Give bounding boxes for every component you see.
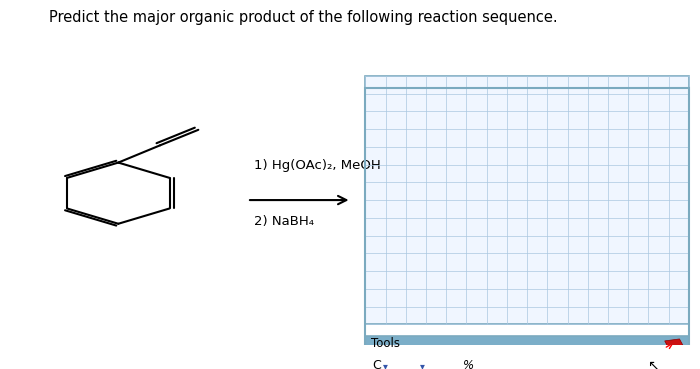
Bar bbox=[665, 339, 686, 354]
Bar bbox=[365, 336, 689, 355]
Bar bbox=[365, 88, 689, 369]
Text: C: C bbox=[372, 359, 381, 369]
Bar bbox=[365, 76, 689, 324]
Text: Predict the major organic product of the following reaction sequence.: Predict the major organic product of the… bbox=[49, 10, 557, 25]
Text: Tools: Tools bbox=[371, 337, 400, 350]
Bar bbox=[660, 362, 683, 369]
Text: 2) NaBH₄: 2) NaBH₄ bbox=[254, 215, 314, 228]
Text: 1) Hg(OAc)₂, MeOH: 1) Hg(OAc)₂, MeOH bbox=[254, 159, 381, 172]
Text: ▾: ▾ bbox=[383, 361, 388, 369]
Text: ▾: ▾ bbox=[420, 361, 425, 369]
Text: ↖: ↖ bbox=[648, 359, 659, 369]
Text: %: % bbox=[463, 359, 474, 369]
Bar bbox=[365, 355, 689, 369]
Bar bbox=[393, 363, 417, 368]
